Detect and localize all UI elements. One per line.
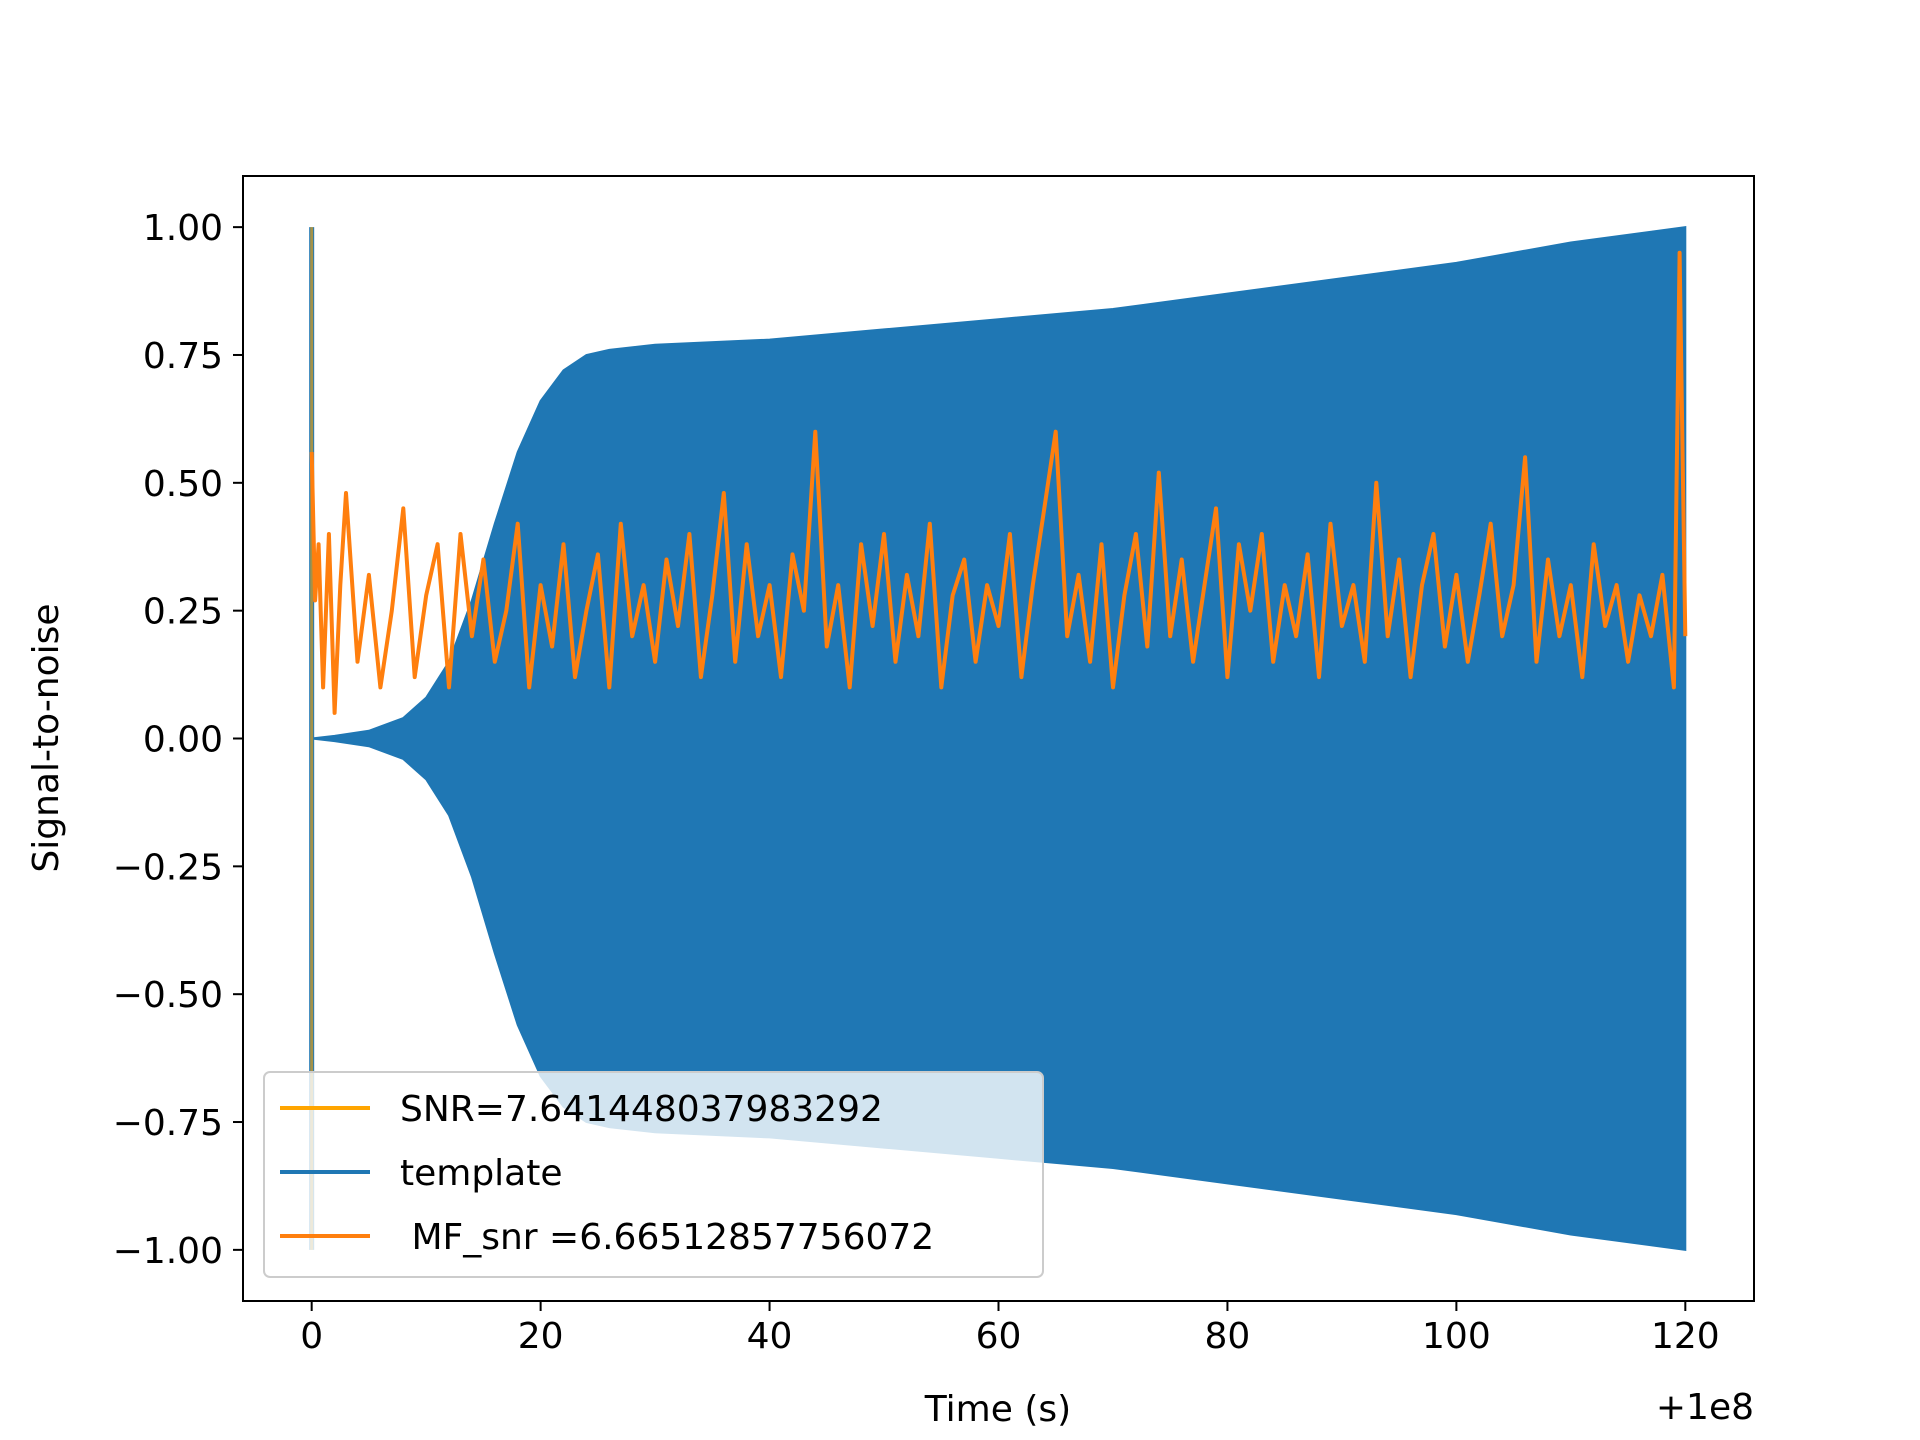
x-offset-label: +1e8 — [1656, 1387, 1754, 1428]
legend-label-mf-snr: MF_snr =6.66512857756072 — [400, 1217, 934, 1258]
x-tick-label: 120 — [1651, 1316, 1720, 1357]
y-tick-label: −0.50 — [113, 975, 223, 1016]
y-tick-label: 0.00 — [143, 720, 223, 761]
mf-snr-series — [309, 250, 1688, 715]
legend-box — [263, 1071, 1044, 1278]
x-tick-label: 60 — [976, 1316, 1022, 1357]
x-tick-label: 0 — [300, 1316, 323, 1357]
x-tick-label: 80 — [1205, 1316, 1251, 1357]
y-tick-label: 0.50 — [143, 464, 223, 505]
y-tick-label: −1.00 — [113, 1231, 223, 1272]
y-tick-label: −0.75 — [113, 1103, 223, 1144]
y-tick-label: 1.00 — [143, 208, 223, 249]
x-tick-label: 100 — [1422, 1316, 1491, 1357]
x-axis-ticks: 0 20 40 60 80 100 120 — [300, 1301, 1720, 1357]
y-axis-ticks: 1.00 0.75 0.50 0.25 0.00 −0.25 −0.50 −0.75 −1.00 — [113, 208, 243, 1272]
legend: SNR=7.641448037983292 template MF_snr =6… — [263, 1071, 1044, 1278]
y-tick-label: 0.75 — [143, 336, 223, 377]
y-tick-label: −0.25 — [113, 847, 223, 888]
x-tick-label: 20 — [518, 1316, 564, 1357]
x-tick-label: 40 — [747, 1316, 793, 1357]
legend-label-snr: SNR=7.641448037983292 — [400, 1089, 883, 1130]
y-tick-label: 0.25 — [143, 592, 223, 633]
x-axis-label: Time (s) — [924, 1389, 1071, 1430]
plot-area — [309, 225, 1688, 1252]
legend-label-template: template — [400, 1153, 563, 1194]
template-series — [311, 225, 1687, 1252]
y-axis-label: Signal-to-noise — [26, 603, 67, 872]
